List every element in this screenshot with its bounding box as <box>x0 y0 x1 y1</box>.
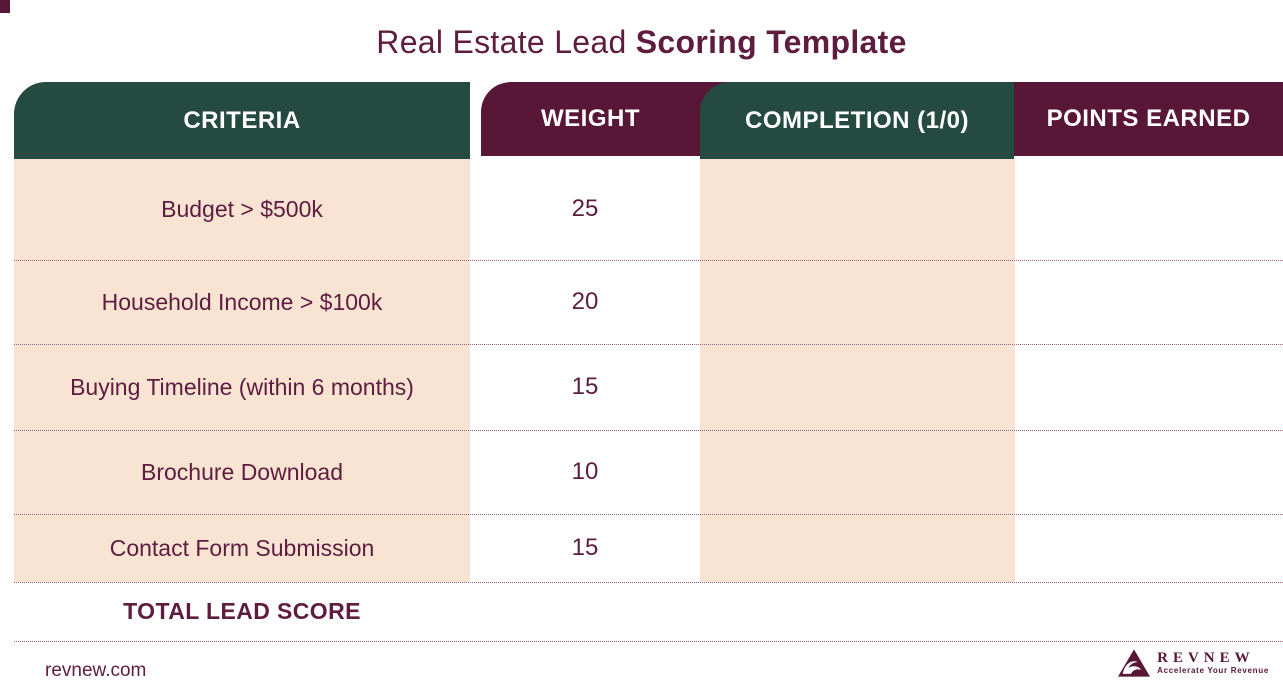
header-criteria-label: CRITERIA <box>183 106 301 134</box>
header-criteria: CRITERIA <box>14 82 470 159</box>
points-cell <box>1015 260 1283 344</box>
row-separator <box>14 430 1283 431</box>
criteria-cell: Contact Form Submission <box>14 514 470 582</box>
total-label-text: TOTAL LEAD SCORE <box>123 598 361 624</box>
total-score-value-cell <box>1015 582 1283 641</box>
revnew-triangle-wave-icon <box>1118 649 1151 677</box>
points-cell <box>1015 158 1283 260</box>
criteria-cell: Budget > $500k <box>14 158 470 260</box>
completion-cell <box>700 158 1015 260</box>
page-title: Real Estate Lead Scoring Template <box>0 24 1283 61</box>
criteria-cell: Household Income > $100k <box>14 260 470 344</box>
header-points-label: POINTS EARNED <box>1046 105 1251 132</box>
corner-accent-shape <box>0 0 10 13</box>
revnew-logo: REVNEW Accelerate Your Revenue <box>1118 649 1269 677</box>
row-separator <box>14 641 1283 642</box>
points-cell <box>1015 344 1283 430</box>
row-separator <box>14 582 1283 583</box>
header-points: POINTS EARNED <box>1014 82 1283 156</box>
completion-cell <box>700 344 1015 430</box>
criteria-cell: Buying Timeline (within 6 months) <box>14 344 470 430</box>
website-url: revnew.com <box>45 660 147 681</box>
page-title-regular: Real Estate Lead <box>376 24 636 60</box>
completion-cell <box>700 260 1015 344</box>
weight-value: 25 <box>571 195 599 222</box>
row-separator <box>14 260 1283 261</box>
weight-cell: 25 <box>470 158 700 260</box>
weight-cell: 15 <box>470 344 700 430</box>
header-completion: COMPLETION (1/0) <box>700 82 1014 159</box>
criteria-cell: Brochure Download <box>14 430 470 514</box>
page-title-bold: Scoring Template <box>635 24 907 60</box>
criteria-column-background <box>14 158 470 582</box>
weight-cell: 10 <box>470 430 700 514</box>
weight-value: 10 <box>571 458 599 485</box>
row-separator <box>14 344 1283 345</box>
criteria-text: Buying Timeline (within 6 months) <box>70 373 414 400</box>
header-weight: WEIGHT <box>481 82 700 156</box>
criteria-text: Household Income > $100k <box>101 288 383 315</box>
weight-cell: 15 <box>470 514 700 582</box>
revnew-logo-tagline: Accelerate Your Revenue <box>1157 666 1269 676</box>
revnew-logo-name: REVNEW <box>1157 649 1255 666</box>
completion-cell <box>700 430 1015 514</box>
completion-cell <box>700 514 1015 582</box>
revnew-logo-text: REVNEW Accelerate Your Revenue <box>1157 650 1269 676</box>
header-completion-label: COMPLETION (1/0) <box>744 106 969 134</box>
row-separator <box>14 514 1283 515</box>
criteria-text: Brochure Download <box>140 458 343 485</box>
points-cell <box>1015 430 1283 514</box>
weight-cell: 20 <box>470 260 700 344</box>
weight-value: 15 <box>571 373 599 400</box>
total-lead-score-label: TOTAL LEAD SCORE <box>14 582 470 641</box>
completion-column-background <box>700 158 1015 582</box>
weight-value: 20 <box>571 288 599 315</box>
weight-value: 15 <box>571 534 599 561</box>
criteria-text: Budget > $500k <box>161 195 323 222</box>
points-cell <box>1015 514 1283 582</box>
header-weight-label: WEIGHT <box>541 105 640 132</box>
criteria-text: Contact Form Submission <box>109 534 375 561</box>
